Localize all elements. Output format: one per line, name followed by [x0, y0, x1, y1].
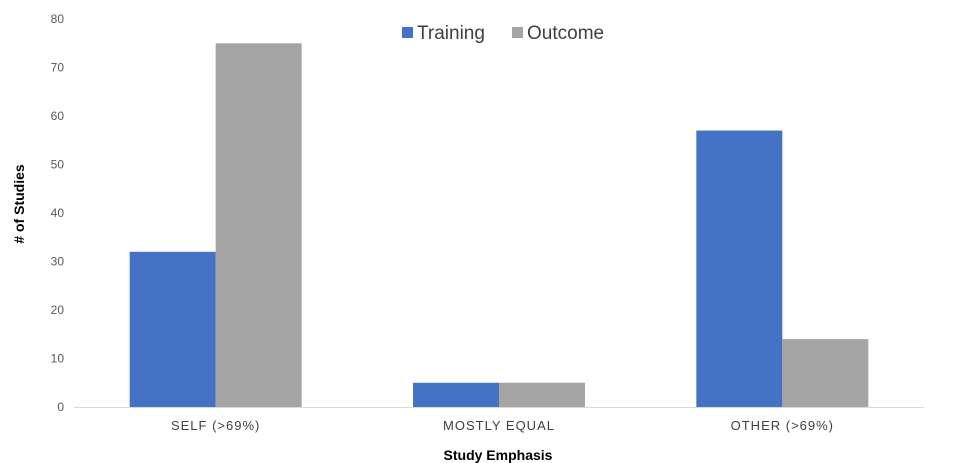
y-tick-label: 50	[51, 158, 65, 172]
legend-label-outcome: Outcome	[527, 23, 604, 44]
y-axis-title: # of Studies	[11, 164, 27, 244]
bar-training-0	[129, 251, 216, 407]
x-tick-label: SELF (>69%)	[171, 418, 260, 433]
y-tick-label: 40	[51, 206, 65, 220]
bar-outcome-1	[499, 382, 585, 407]
legend-swatch-training	[402, 27, 413, 38]
x-axis-categories: SELF (>69%) MOSTLY EQUAL OTHER (>69%)	[171, 418, 834, 433]
y-axis-ticks: 0 10 20 30 40 50 60 70 80	[51, 12, 65, 414]
y-tick-label: 70	[51, 61, 65, 75]
bar-training-1	[413, 382, 499, 407]
x-tick-label: MOSTLY EQUAL	[443, 418, 555, 433]
y-tick-label: 60	[51, 109, 65, 123]
legend-label-training: Training	[417, 23, 485, 44]
x-axis-title: Study Emphasis	[444, 447, 553, 463]
x-tick-label: OTHER (>69%)	[731, 418, 834, 433]
y-tick-label: 20	[51, 303, 65, 317]
legend-swatch-outcome	[512, 27, 523, 38]
bar-outcome-2	[782, 339, 869, 407]
y-tick-label: 30	[51, 255, 65, 269]
y-tick-label: 80	[51, 12, 65, 26]
bar-training-2	[696, 130, 783, 408]
y-tick-label: 10	[51, 352, 65, 366]
bars	[129, 43, 869, 408]
bar-outcome-0	[215, 43, 302, 407]
y-tick-label: 0	[57, 400, 64, 414]
legend: Training Outcome	[402, 23, 604, 44]
